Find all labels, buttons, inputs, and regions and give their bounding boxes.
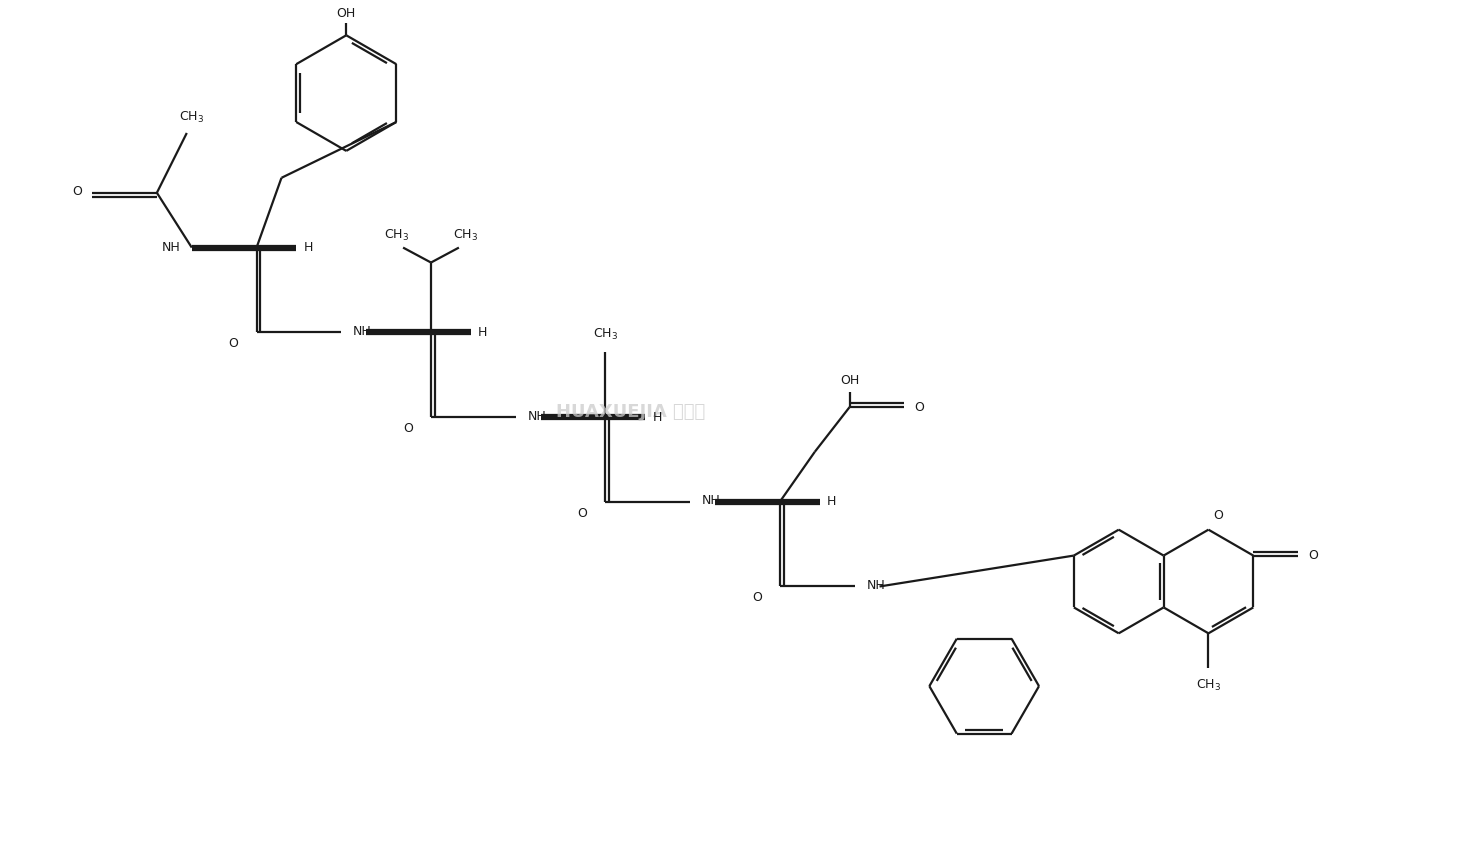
Text: O: O [578, 507, 588, 520]
Text: NH: NH [702, 494, 721, 507]
Text: O: O [403, 422, 413, 435]
Text: H: H [478, 325, 487, 339]
Text: H: H [303, 241, 312, 254]
Text: NH: NH [163, 241, 180, 254]
Text: CH$_3$: CH$_3$ [1196, 678, 1221, 694]
Text: H: H [827, 495, 836, 509]
Text: OH: OH [337, 8, 356, 20]
Text: CH$_3$: CH$_3$ [179, 110, 204, 125]
Text: O: O [1214, 509, 1223, 521]
Text: NH: NH [353, 325, 372, 337]
Text: H: H [652, 411, 661, 423]
Text: O: O [752, 591, 762, 604]
Text: CH$_3$: CH$_3$ [453, 227, 478, 243]
Text: CH$_3$: CH$_3$ [384, 227, 409, 243]
Text: O: O [229, 337, 239, 350]
Text: CH$_3$: CH$_3$ [592, 327, 619, 343]
Text: OH: OH [840, 374, 859, 387]
Text: NH: NH [528, 410, 547, 423]
Text: NH: NH [866, 579, 885, 592]
Text: HUAXUEJIA 化学加: HUAXUEJIA 化学加 [556, 403, 705, 421]
Text: O: O [915, 400, 924, 413]
Text: O: O [1308, 549, 1318, 562]
Text: O: O [72, 185, 82, 199]
